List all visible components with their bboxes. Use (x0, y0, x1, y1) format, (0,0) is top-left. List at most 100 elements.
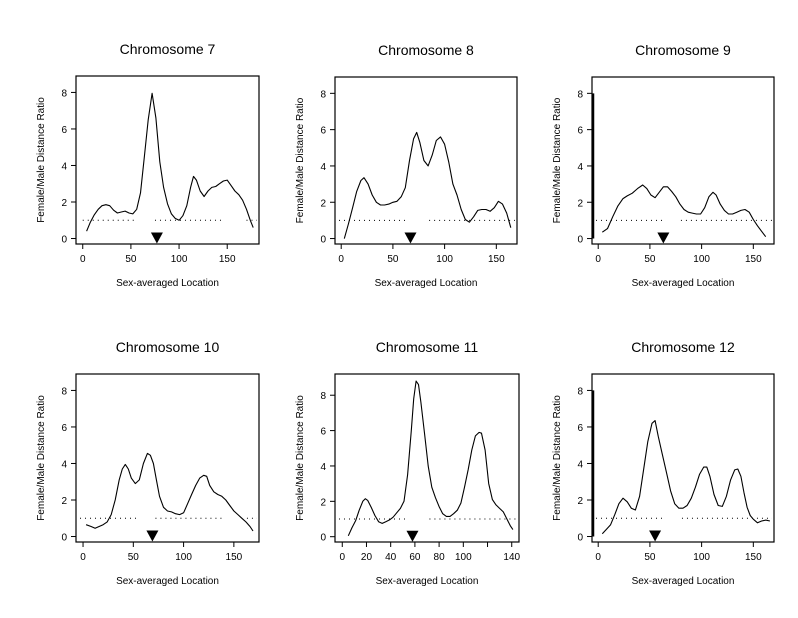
y-tick-label: 2 (61, 198, 67, 209)
centromere-marker (404, 232, 417, 244)
plot-frame (334, 76, 518, 245)
y-tick-label: 4 (320, 162, 326, 173)
y-tick-label: 4 (320, 462, 326, 473)
y-tick-label: 4 (577, 162, 583, 173)
x-tick-label: 100 (455, 552, 472, 563)
chart-title: Chromosome 10 (116, 339, 220, 355)
y-axis-label: Female/Male Distance Ratio (295, 97, 306, 223)
ratio-curve (85, 452, 254, 532)
chart-title: Chromosome 12 (631, 339, 735, 355)
x-tick-label: 150 (226, 552, 243, 563)
ratio-curve (86, 92, 254, 232)
y-tick-label: 2 (320, 198, 326, 209)
x-tick-label: 40 (385, 552, 397, 563)
x-tick-label: 150 (488, 254, 505, 265)
centromere-marker (150, 232, 163, 244)
y-tick-label: 2 (577, 198, 583, 209)
centromere-marker (146, 530, 159, 542)
y-axis-label: Female/Male Distance Ratio (36, 395, 47, 521)
x-tick-label: 0 (595, 254, 601, 265)
chart-title: Chromosome 7 (120, 41, 216, 57)
x-tick-label: 0 (80, 254, 86, 265)
y-tick-label: 0 (577, 235, 583, 246)
y-tick-label: 4 (577, 459, 583, 470)
y-tick-label: 2 (61, 496, 67, 507)
chart-panel: Chromosome 9 0 2 4 6 8 0 50 100 150 Sex-averaged L… (552, 42, 775, 289)
x-tick-label: 150 (745, 254, 762, 265)
x-axis-label: Sex-averaged Location (632, 278, 735, 289)
chart-title: Chromosome 8 (378, 42, 474, 58)
x-tick-label: 0 (80, 552, 86, 563)
plot-frame (591, 373, 775, 543)
x-tick-label: 100 (693, 552, 710, 563)
centromere-marker (406, 530, 419, 542)
y-axis-label: Female/Male Distance Ratio (295, 395, 306, 521)
y-tick-label: 8 (577, 89, 583, 100)
chart-panel: Chromosome 7 0 2 4 6 8 0 50 100 150 Sex-averaged L… (36, 41, 260, 289)
y-tick-label: 0 (61, 533, 67, 544)
chart-title: Chromosome 9 (635, 42, 731, 58)
chart-panel: Chromosome 12 0 2 4 6 8 0 50 100 150 Sex-averaged … (552, 339, 775, 587)
x-tick-label: 100 (175, 552, 192, 563)
y-tick-label: 2 (577, 496, 583, 507)
centromere-marker (649, 530, 662, 542)
x-tick-label: 50 (128, 552, 140, 563)
x-tick-label: 150 (219, 254, 236, 265)
plot-frame (75, 75, 260, 245)
y-axis-label: Female/Male Distance Ratio (552, 97, 563, 223)
y-tick-label: 4 (61, 459, 67, 470)
y-tick-label: 8 (320, 391, 326, 402)
x-tick-label: 50 (644, 254, 656, 265)
chart-panel: Chromosome 8 0 2 4 6 8 0 50 100 150 Sex-averaged L… (295, 42, 518, 289)
y-tick-label: 6 (320, 126, 326, 137)
x-axis-label: Sex-averaged Location (116, 576, 219, 587)
y-tick-label: 2 (320, 497, 326, 508)
y-tick-label: 8 (61, 88, 67, 99)
plot-frame (75, 373, 260, 543)
y-tick-label: 8 (577, 386, 583, 397)
chart-title: Chromosome 11 (376, 339, 479, 355)
y-tick-label: 0 (320, 533, 326, 544)
y-tick-label: 6 (577, 423, 583, 434)
chart-panel: Chromosome 10 0 2 4 6 8 0 50 100 150 Sex-averaged … (36, 339, 260, 587)
ratio-curve (601, 184, 767, 238)
y-axis-label: Female/Male Distance Ratio (36, 97, 47, 223)
x-tick-label: 100 (171, 254, 188, 265)
x-tick-label: 0 (338, 254, 344, 265)
x-tick-label: 80 (434, 552, 446, 563)
x-axis-label: Sex-averaged Location (632, 576, 735, 587)
x-tick-label: 140 (503, 552, 520, 563)
centromere-marker (657, 232, 670, 244)
y-tick-label: 0 (61, 235, 67, 246)
y-tick-label: 4 (61, 161, 67, 172)
y-axis-label: Female/Male Distance Ratio (552, 395, 563, 521)
x-tick-label: 20 (361, 552, 373, 563)
y-tick-label: 6 (61, 423, 67, 434)
x-axis-label: Sex-averaged Location (376, 576, 479, 587)
y-tick-label: 6 (577, 126, 583, 137)
y-tick-label: 6 (61, 125, 67, 136)
y-tick-label: 8 (61, 386, 67, 397)
y-tick-label: 0 (320, 235, 326, 246)
plot-frame (591, 76, 775, 245)
x-tick-label: 50 (125, 254, 137, 265)
plot-frame (334, 373, 520, 543)
x-axis-label: Sex-averaged Location (116, 278, 219, 289)
x-tick-label: 60 (409, 552, 421, 563)
x-axis-label: Sex-averaged Location (375, 278, 478, 289)
y-tick-label: 8 (320, 89, 326, 100)
x-tick-label: 50 (644, 552, 656, 563)
x-tick-label: 100 (436, 254, 453, 265)
ratio-curve (343, 131, 512, 239)
x-tick-label: 100 (693, 254, 710, 265)
y-tick-label: 6 (320, 427, 326, 438)
ratio-curve (601, 420, 771, 535)
x-tick-label: 150 (745, 552, 762, 563)
x-tick-label: 0 (595, 552, 601, 563)
y-tick-label: 0 (577, 533, 583, 544)
x-tick-label: 0 (339, 552, 345, 563)
ratio-curve (347, 380, 514, 537)
x-tick-label: 50 (387, 254, 399, 265)
